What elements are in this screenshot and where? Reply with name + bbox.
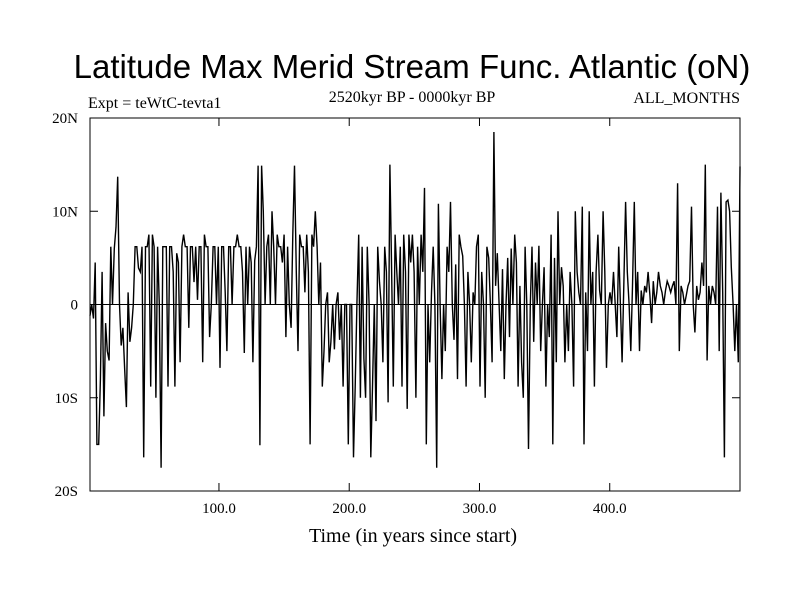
x-axis-label: Time (in years since start) <box>309 525 517 547</box>
y-tick-label: 0 <box>71 298 79 314</box>
experiment-label: Expt = teWtC-tevta1 <box>88 95 221 112</box>
period-label: 2520kyr BP - 0000kyr BP <box>329 89 496 106</box>
x-tick-label: 200.0 <box>332 501 366 517</box>
x-tick-label: 400.0 <box>593 501 627 517</box>
x-tick-label: 300.0 <box>463 501 497 517</box>
y-tick-label: 10S <box>55 391 78 407</box>
y-tick-label: 20S <box>55 484 78 500</box>
y-tick-label: 20N <box>52 111 78 127</box>
months-label: ALL_MONTHS <box>633 90 740 107</box>
x-axis: 100.0 200.0 300.0 400.0 <box>202 118 627 517</box>
y-tick-label: 10N <box>52 204 78 220</box>
x-tick-label: 100.0 <box>202 501 236 517</box>
series-line <box>89 131 741 468</box>
chart-title: Latitude Max Merid Stream Func. Atlantic… <box>74 48 751 85</box>
